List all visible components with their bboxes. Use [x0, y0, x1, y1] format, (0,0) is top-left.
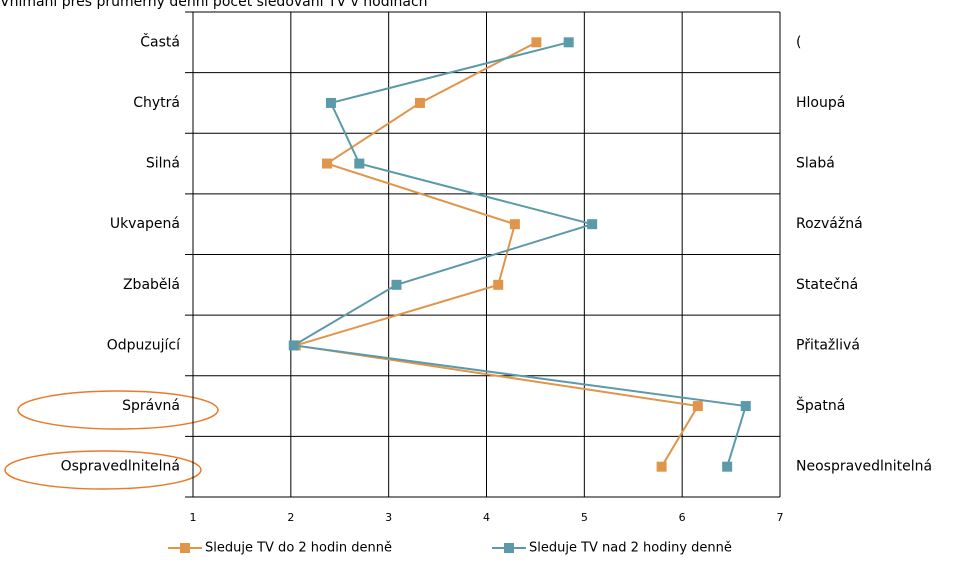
right-label: (: [796, 34, 801, 50]
legend-marker: [180, 543, 190, 553]
left-label: Odpuzující: [107, 337, 181, 353]
legend-label: Sleduje TV do 2 hodin denně: [205, 541, 392, 556]
x-tick-label: 5: [581, 511, 588, 524]
right-label: Statečná: [796, 277, 858, 293]
highlight-ellipse: [4, 450, 202, 490]
right-label: Rozvážná: [796, 216, 863, 232]
left-label: Silná: [146, 156, 180, 172]
x-tick-label: 4: [483, 511, 490, 524]
data-point: [325, 97, 336, 108]
data-point: [587, 219, 598, 230]
legend-label: Sleduje TV nad 2 hodiny denně: [529, 541, 732, 556]
data-point: [493, 279, 504, 290]
data-point: [531, 37, 542, 48]
x-tick-label: 7: [777, 511, 784, 524]
data-point: [322, 158, 333, 169]
highlight-ellipse: [17, 390, 219, 430]
series-line: [290, 41, 748, 467]
data-point: [656, 461, 667, 472]
data-point: [509, 219, 520, 230]
left-label: Správná: [122, 398, 180, 414]
series-line: [295, 41, 700, 468]
x-tick-label: 2: [287, 511, 294, 524]
data-point: [288, 340, 299, 351]
left-label: Ospravedlnitelná: [61, 459, 180, 475]
left-label: Chytrá: [133, 95, 180, 111]
data-point: [414, 97, 425, 108]
data-point: [740, 401, 751, 412]
data-point: [692, 401, 703, 412]
data-point: [354, 158, 365, 169]
legend-marker: [504, 543, 514, 553]
right-label: Neospravedlnitelná: [796, 459, 932, 475]
left-label: Ukvapená: [110, 216, 180, 232]
x-tick-label: 1: [190, 511, 197, 524]
right-label: Hloupá: [796, 95, 845, 111]
left-label: Zbabělá: [123, 277, 180, 293]
x-tick-label: 3: [385, 511, 392, 524]
data-point: [722, 461, 733, 472]
left-label: Častá: [140, 32, 180, 50]
data-point: [391, 279, 402, 290]
chart-title: Vnímání přes průměrný denní počet sledov…: [0, 0, 428, 10]
data-point: [563, 37, 574, 48]
x-tick-label: 6: [679, 511, 686, 524]
right-label: Slabá: [796, 156, 835, 172]
right-label: Špatná: [796, 396, 845, 414]
right-label: Přitažlivá: [796, 337, 860, 353]
